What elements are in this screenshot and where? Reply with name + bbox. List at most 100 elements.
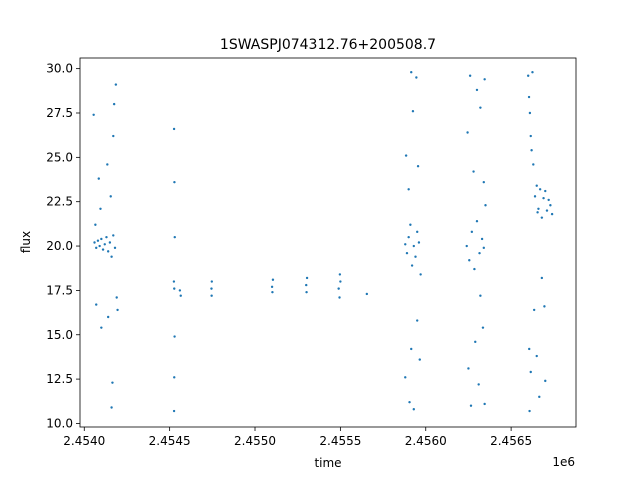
data-point xyxy=(113,246,117,250)
data-point xyxy=(528,409,531,413)
data-point xyxy=(542,196,545,200)
data-point xyxy=(528,347,531,351)
data-point xyxy=(97,177,100,180)
data-point xyxy=(466,131,469,134)
data-point xyxy=(404,376,407,379)
data-point xyxy=(96,239,100,242)
data-point xyxy=(538,188,542,191)
data-point xyxy=(550,212,554,216)
data-point xyxy=(210,287,213,290)
data-point xyxy=(365,292,369,296)
data-point xyxy=(408,400,411,404)
x-axis-offset-label: 1e6 xyxy=(552,455,575,469)
data-point xyxy=(526,74,530,77)
data-point xyxy=(407,235,410,239)
y-axis: 10.0 12.5 15.0 17.5 20.0 22.5 25.0 27.5 30.0 xyxy=(46,62,80,430)
data-point xyxy=(483,402,486,406)
data-point xyxy=(178,289,182,292)
y-tick-label: 30.0 xyxy=(46,62,73,76)
data-point xyxy=(106,163,109,166)
data-point xyxy=(337,287,340,290)
data-point xyxy=(412,408,415,411)
data-point xyxy=(105,235,108,239)
y-tick-label: 12.5 xyxy=(46,372,73,386)
data-point xyxy=(467,367,470,370)
data-point xyxy=(470,230,474,234)
data-point xyxy=(528,111,532,115)
data-point xyxy=(270,285,274,289)
data-point xyxy=(95,303,98,306)
x-tick-label: 2.4545 xyxy=(149,434,191,448)
data-point xyxy=(210,280,214,283)
data-point xyxy=(482,246,485,250)
data-point xyxy=(305,276,309,280)
data-point xyxy=(540,276,544,280)
data-point xyxy=(173,335,176,338)
data-point xyxy=(271,290,274,294)
data-point xyxy=(475,88,479,92)
data-point xyxy=(411,110,415,113)
data-point xyxy=(537,207,540,210)
data-point xyxy=(92,113,95,116)
data-point xyxy=(544,189,547,193)
data-point xyxy=(101,248,105,251)
data-point xyxy=(418,358,421,361)
y-tick-label: 17.5 xyxy=(46,283,73,297)
data-point xyxy=(103,243,106,246)
data-point xyxy=(529,370,532,374)
data-point xyxy=(465,244,468,248)
chart-title: 1SWASPJ074312.76+200508.7 xyxy=(220,37,436,53)
data-point xyxy=(535,354,538,358)
x-tick-label: 2.4565 xyxy=(490,434,532,448)
data-point xyxy=(415,76,418,79)
data-point xyxy=(538,395,541,399)
data-point xyxy=(419,273,422,276)
data-point xyxy=(536,211,539,214)
data-point xyxy=(100,237,103,241)
y-tick-label: 15.0 xyxy=(46,328,73,342)
data-point xyxy=(478,251,481,255)
data-point xyxy=(173,235,176,239)
data-point xyxy=(479,294,482,297)
data-point xyxy=(533,195,537,198)
data-point xyxy=(543,305,546,308)
data-point xyxy=(305,290,308,294)
data-point xyxy=(210,294,213,297)
y-tick-label: 22.5 xyxy=(46,195,73,209)
data-point xyxy=(405,251,409,255)
data-point xyxy=(410,70,413,74)
data-point xyxy=(410,264,414,267)
data-point xyxy=(468,74,472,77)
x-axis: 2.4540 2.4545 2.4550 2.4555 2.4560 2.4565 xyxy=(63,427,532,448)
data-point xyxy=(172,127,176,131)
data-point xyxy=(416,230,419,234)
data-point xyxy=(409,223,412,226)
y-tick-label: 20.0 xyxy=(46,239,73,253)
data-point xyxy=(99,207,102,210)
data-point xyxy=(544,379,547,383)
data-point xyxy=(531,70,534,74)
data-point xyxy=(480,237,484,241)
data-point xyxy=(545,209,549,212)
data-point xyxy=(475,220,479,223)
data-point xyxy=(414,255,417,258)
x-tick-label: 2.4540 xyxy=(63,434,105,448)
data-point xyxy=(114,83,118,86)
data-point xyxy=(112,234,115,237)
y-tick-label: 10.0 xyxy=(46,416,73,430)
data-point xyxy=(93,241,96,244)
data-point xyxy=(172,280,176,283)
data-point xyxy=(94,223,97,226)
data-point xyxy=(482,180,485,184)
data-point xyxy=(173,180,176,184)
data-point xyxy=(483,78,486,81)
data-point xyxy=(339,280,342,283)
data-point xyxy=(115,296,118,299)
data-point xyxy=(527,95,531,99)
data-point xyxy=(529,134,532,138)
data-point xyxy=(404,154,408,157)
data-point xyxy=(532,163,535,166)
data-point xyxy=(338,296,341,299)
